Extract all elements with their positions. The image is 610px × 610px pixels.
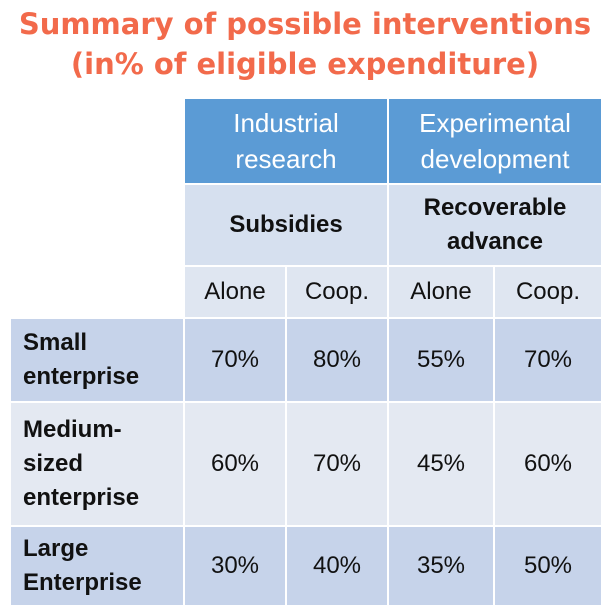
value-cell: 70% bbox=[285, 401, 389, 527]
table-row: Large Enterprise 30% 40% 35% 50% bbox=[9, 525, 603, 607]
value-cell: 70% bbox=[183, 317, 287, 403]
row-label: Medium-sized enterprise bbox=[9, 401, 185, 527]
value-cell: 35% bbox=[387, 525, 495, 607]
value-cell: 80% bbox=[285, 317, 389, 403]
table-row: Medium-sized enterprise 60% 70% 45% 60% bbox=[9, 401, 603, 527]
subheader-coop: Coop. bbox=[285, 265, 389, 319]
header-experimental-development: Experimental development bbox=[387, 97, 603, 185]
interventions-table: Industrial research Experimental develop… bbox=[9, 97, 603, 607]
row-label-text: Medium-sized enterprise bbox=[23, 416, 140, 511]
header-subsidies: Subsidies bbox=[183, 183, 389, 267]
header-row-mode: Alone Coop. Alone Coop. bbox=[9, 265, 603, 319]
header-row-sectors: Industrial research Experimental develop… bbox=[9, 97, 603, 185]
value-cell: 60% bbox=[493, 401, 603, 527]
value-cell: 55% bbox=[387, 317, 495, 403]
title-line-2: (in% of eligible expenditure) bbox=[70, 47, 540, 81]
subheader-alone: Alone bbox=[183, 265, 287, 319]
header-recoverable-advance: Recoverable advance bbox=[387, 183, 603, 267]
row-label: Small enterprise bbox=[9, 317, 185, 403]
value-cell: 45% bbox=[387, 401, 495, 527]
table-row: Small enterprise 70% 80% 55% 70% bbox=[9, 317, 603, 403]
slide-title: Summary of possible interventions (in% o… bbox=[0, 4, 610, 84]
row-label-text: Small enterprise bbox=[23, 329, 140, 390]
subheader-coop: Coop. bbox=[493, 265, 603, 319]
value-cell: 30% bbox=[183, 525, 287, 607]
value-cell: 70% bbox=[493, 317, 603, 403]
header-industrial-research: Industrial research bbox=[183, 97, 389, 185]
subheader-alone: Alone bbox=[387, 265, 495, 319]
title-line-1: Summary of possible interventions bbox=[18, 7, 592, 41]
corner-cell bbox=[9, 97, 185, 185]
value-cell: 60% bbox=[183, 401, 287, 527]
header-row-support-type: Subsidies Recoverable advance bbox=[9, 183, 603, 267]
corner-cell bbox=[9, 265, 185, 319]
value-cell: 50% bbox=[493, 525, 603, 607]
row-label: Large Enterprise bbox=[9, 525, 185, 607]
corner-cell bbox=[9, 183, 185, 267]
value-cell: 40% bbox=[285, 525, 389, 607]
row-label-text: Large Enterprise bbox=[23, 535, 142, 596]
